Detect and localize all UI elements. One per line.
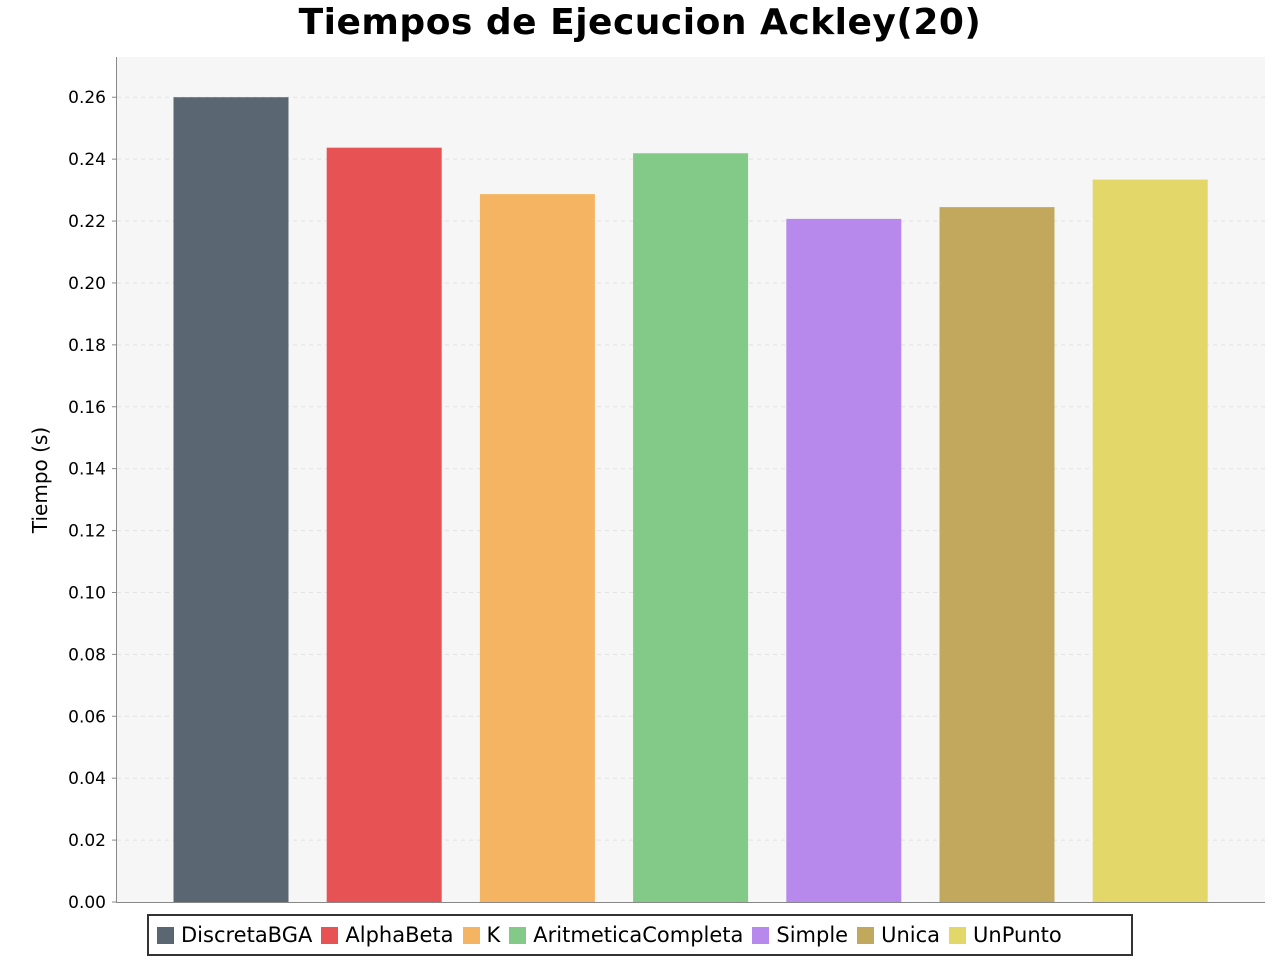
legend: DiscretaBGA AlphaBeta K AritmeticaCompleta S…: [147, 914, 1133, 956]
legend-label: AlphaBeta: [345, 923, 454, 947]
y-ticks: 0.00 0.02 0.04 0.06 0.08 0.10 0.12 0.14 0.16 0.18…: [68, 88, 117, 913]
legend-label: Simple: [776, 923, 849, 947]
legend-item-alphabeta: AlphaBeta: [321, 923, 454, 947]
bar-unica: [939, 207, 1055, 903]
y-axis-label: Tiempo (s): [28, 427, 52, 534]
legend-item-discretabga: DiscretaBGA: [157, 923, 312, 947]
legend-item-unica: Unica: [857, 923, 940, 947]
legend-label: Unica: [881, 923, 941, 947]
legend-swatch: [321, 926, 339, 944]
y-tick-label: 0.12: [68, 522, 106, 542]
legend-label: UnPunto: [973, 923, 1062, 947]
y-tick-label: 0.00: [68, 893, 106, 913]
bar-k: [479, 194, 595, 903]
y-tick-label: 0.10: [68, 583, 106, 603]
y-tick-label: 0.16: [68, 398, 106, 418]
legend-item-aritmeticacompleta: AritmeticaCompleta: [509, 923, 743, 947]
y-tick-label: 0.02: [68, 831, 106, 851]
y-tick-label: 0.06: [68, 707, 106, 727]
legend-item-k: K: [462, 923, 501, 947]
legend-swatch: [157, 926, 174, 944]
y-tick-label: 0.24: [68, 150, 106, 170]
y-tick-label: 0.20: [68, 274, 106, 294]
bar-discretabga: [173, 97, 289, 902]
legend-label: AritmeticaCompleta: [533, 923, 744, 947]
y-tick-label: 0.14: [68, 460, 106, 480]
legend-swatch: [752, 926, 770, 944]
legend-label: K: [486, 923, 501, 947]
bar-aritmeticacompleta: [633, 153, 749, 902]
legend-swatch: [462, 926, 480, 944]
legend-swatch: [857, 926, 875, 944]
y-tick-label: 0.26: [68, 88, 106, 108]
legend-item-simple: Simple: [752, 923, 848, 947]
bar-simple: [786, 218, 902, 902]
legend-item-unpunto: UnPunto: [949, 923, 1062, 947]
legend-label: DiscretaBGA: [181, 923, 313, 947]
y-tick-label: 0.22: [68, 212, 106, 232]
bar-unpunto: [1092, 179, 1208, 903]
y-tick-label: 0.18: [68, 336, 106, 356]
bar-alphabeta: [326, 147, 442, 902]
bars: [173, 97, 1208, 903]
chart-title: Tiempos de Ejecucion Ackley(20): [298, 2, 982, 43]
y-tick-label: 0.04: [68, 769, 106, 789]
legend-swatch: [949, 926, 967, 944]
legend-swatch: [509, 926, 527, 944]
y-tick-label: 0.08: [68, 645, 106, 665]
